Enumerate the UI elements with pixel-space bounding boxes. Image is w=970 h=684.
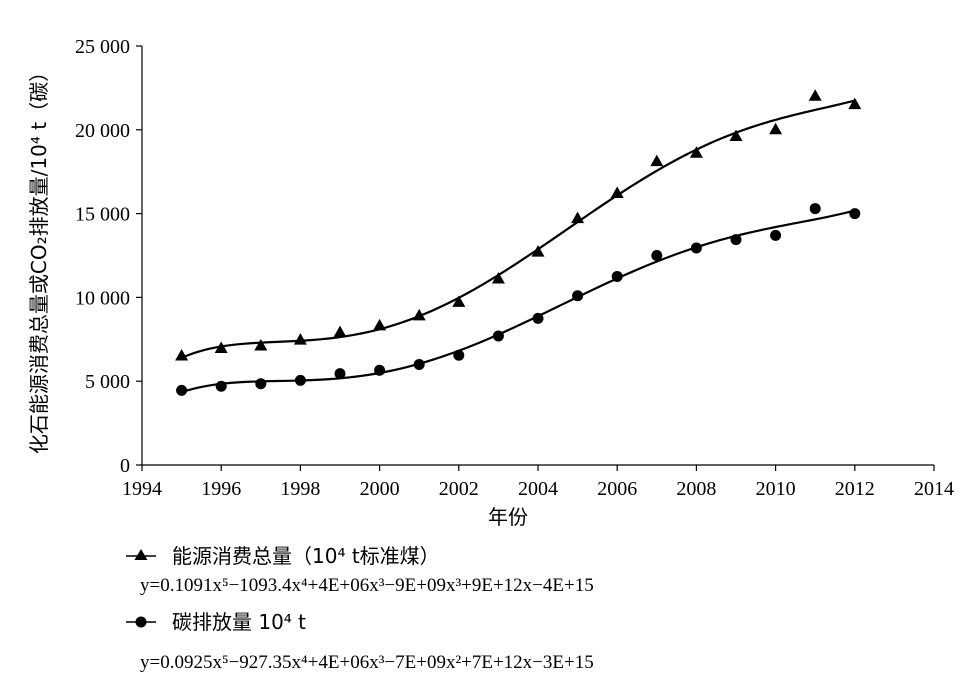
data-point-triangle [175, 349, 189, 361]
y-tick-label: 0 [120, 455, 130, 477]
x-tick-label: 1998 [280, 478, 320, 500]
y-tick-label: 10 000 [75, 287, 130, 309]
data-point-circle [215, 380, 227, 392]
data-point-triangle [729, 129, 743, 142]
x-tick-label: 1994 [122, 478, 162, 500]
x-axis-label: 年份 [488, 505, 528, 529]
legend-triangle-icon [134, 549, 148, 560]
data-point-circle [651, 250, 663, 261]
data-point-triangle [848, 97, 862, 110]
data-point-circle [611, 270, 623, 282]
legend-equation-carbon: y=0.0925x⁵−927.35x⁴+4E+06x³−7E+09x²+7E+1… [140, 652, 594, 673]
legend-equation-energy: y=0.1091x⁵−1093.4x⁴+4E+06x³−9E+09x³+9E+1… [140, 575, 594, 596]
data-point-circle [413, 358, 425, 370]
y-tick-label: 5 000 [85, 371, 130, 393]
x-tick-label: 2008 [676, 478, 716, 500]
y-tick-label: 25 000 [75, 36, 130, 58]
data-point-triangle [808, 89, 822, 101]
legend-entry-energy: 能源消费总量（10⁴ t标准煤） [126, 544, 440, 568]
data-point-circle [294, 374, 306, 386]
data-point-circle [572, 290, 584, 302]
data-point-circle [453, 349, 465, 361]
data-point-triangle [689, 146, 703, 158]
data-point-triangle [610, 186, 624, 198]
data-point-triangle [491, 271, 505, 284]
data-point-triangle [452, 295, 466, 307]
data-point-circle [770, 229, 782, 241]
data-point-triangle [531, 245, 545, 257]
ticks: 1994 1996 1998 2000 2002 2004 2006 2008 2010 2012… [75, 36, 954, 500]
x-tick-label: 2002 [439, 478, 479, 500]
data-point-triangle [293, 333, 307, 345]
x-tick-label: 1996 [201, 478, 241, 500]
data-point-circle [730, 234, 742, 246]
legend: 能源消费总量（10⁴ t标准煤） y=0.1091x⁵−1093.4x⁴+4E+… [126, 544, 594, 673]
data-point-circle [374, 364, 386, 376]
x-tick-label: 2006 [597, 478, 637, 500]
data-point-triangle [571, 211, 585, 224]
trend-line-series-1 [181, 209, 856, 394]
y-tick-label: 20 000 [75, 120, 130, 142]
trend-lines [181, 99, 856, 394]
data-point-triangle [650, 154, 664, 167]
legend-label-carbon: 碳排放量 10⁴ t [172, 610, 306, 634]
data-point-triangle [412, 308, 426, 321]
x-tick-label: 2012 [835, 478, 875, 500]
data-point-circle [809, 203, 821, 215]
legend-label-energy: 能源消费总量（10⁴ t标准煤） [172, 544, 440, 568]
data-point-circle [492, 330, 504, 342]
data-point-triangle [214, 341, 228, 354]
data-point-triangle [333, 325, 347, 338]
x-tick-label: 2010 [756, 478, 796, 500]
data-point-circle [334, 368, 346, 380]
data-point-circle [176, 384, 188, 396]
data-point-triangle [769, 122, 783, 135]
x-tick-label: 2000 [360, 478, 400, 500]
data-point-circle [690, 242, 702, 254]
markers [175, 89, 862, 396]
data-point-circle [255, 378, 267, 390]
x-tick-label: 2004 [518, 478, 558, 500]
data-point-circle [849, 208, 861, 220]
legend-entry-carbon: 碳排放量 10⁴ t [126, 610, 306, 634]
y-axis-label: 化石能源消费总量或CO₂排放量/10⁴ t（碳） [27, 62, 51, 454]
legend-circle-icon [135, 616, 147, 628]
data-point-triangle [254, 339, 268, 351]
x-tick-label: 2014 [914, 478, 954, 500]
data-point-circle [532, 312, 544, 324]
trend-line-series-0 [181, 99, 856, 359]
y-tick-label: 15 000 [75, 204, 130, 226]
y-axis-label-group: 化石能源消费总量或CO₂排放量/10⁴ t（碳） [27, 62, 51, 454]
data-point-triangle [373, 318, 387, 331]
